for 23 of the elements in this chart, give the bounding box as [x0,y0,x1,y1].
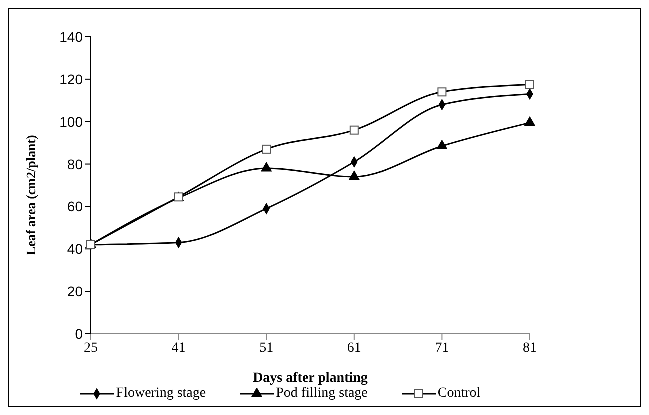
y-tick-label: 140 [60,28,84,45]
point [348,170,360,180]
y-tick-label: 120 [60,71,84,88]
legend-label: Flowering stage [116,386,206,402]
y-tick-label: 80 [67,156,84,172]
x-tick-label: 61 [347,340,362,356]
point [436,140,448,150]
y-tick-label: 20 [67,284,84,300]
x-tick-label: 41 [172,340,186,356]
y-tick-label: 40 [67,241,84,258]
x-tick-label: 71 [435,340,450,356]
point [260,162,272,172]
y-tick-label: 0 [75,326,84,342]
x-tick-label: 81 [523,340,537,356]
legend-label: Control [438,386,481,402]
point [524,116,536,126]
legend-label: Pod filling stage [276,386,368,402]
x-tick-label: 25 [84,340,98,356]
y-tick-label: 100 [60,114,84,130]
y-tick-label: 60 [67,198,84,215]
y-axis-title: Leaf area (cm2/plant) [24,135,39,256]
x-tick-label: 51 [260,340,274,356]
x-axis-title: Days after planting [253,371,368,386]
